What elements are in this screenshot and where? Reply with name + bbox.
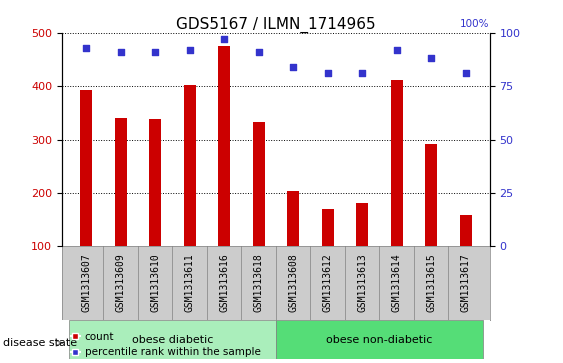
Bar bbox=[425, 144, 437, 246]
FancyBboxPatch shape bbox=[69, 320, 276, 359]
Legend: count, percentile rank within the sample: count, percentile rank within the sample bbox=[67, 328, 265, 362]
Bar bbox=[114, 118, 127, 246]
Bar bbox=[321, 209, 334, 246]
Bar bbox=[391, 80, 403, 246]
Point bbox=[82, 45, 91, 50]
Point bbox=[461, 70, 470, 76]
Text: GSM1313616: GSM1313616 bbox=[219, 254, 229, 313]
Text: 100%: 100% bbox=[461, 20, 490, 29]
Point bbox=[185, 47, 194, 53]
Point bbox=[150, 49, 159, 55]
Text: obese non-diabetic: obese non-diabetic bbox=[326, 335, 432, 344]
Point bbox=[116, 49, 125, 55]
Point bbox=[220, 36, 229, 42]
Point bbox=[427, 56, 436, 61]
Text: GSM1313609: GSM1313609 bbox=[115, 254, 126, 313]
Text: GSM1313611: GSM1313611 bbox=[185, 254, 195, 313]
Text: disease state: disease state bbox=[3, 338, 77, 348]
Bar bbox=[80, 90, 92, 246]
Bar bbox=[356, 203, 368, 246]
Text: GSM1313607: GSM1313607 bbox=[81, 254, 91, 313]
Text: GSM1313617: GSM1313617 bbox=[461, 254, 471, 313]
Point bbox=[358, 70, 367, 76]
Bar bbox=[218, 46, 230, 246]
Bar bbox=[459, 215, 472, 246]
Bar bbox=[184, 85, 196, 246]
Bar bbox=[287, 191, 299, 246]
Point bbox=[289, 64, 298, 70]
Point bbox=[392, 47, 401, 53]
Bar bbox=[253, 122, 265, 246]
Text: obese diabetic: obese diabetic bbox=[132, 335, 213, 344]
Text: GSM1313614: GSM1313614 bbox=[392, 254, 401, 313]
Text: GSM1313615: GSM1313615 bbox=[426, 254, 436, 313]
Bar bbox=[149, 119, 161, 246]
Text: GSM1313618: GSM1313618 bbox=[253, 254, 263, 313]
Point bbox=[254, 49, 263, 55]
Point bbox=[323, 70, 332, 76]
FancyBboxPatch shape bbox=[276, 320, 483, 359]
Text: GSM1313613: GSM1313613 bbox=[357, 254, 367, 313]
Text: GSM1313612: GSM1313612 bbox=[323, 254, 333, 313]
Text: GSM1313610: GSM1313610 bbox=[150, 254, 160, 313]
Title: GDS5167 / ILMN_1714965: GDS5167 / ILMN_1714965 bbox=[176, 16, 376, 33]
Text: GSM1313608: GSM1313608 bbox=[288, 254, 298, 313]
